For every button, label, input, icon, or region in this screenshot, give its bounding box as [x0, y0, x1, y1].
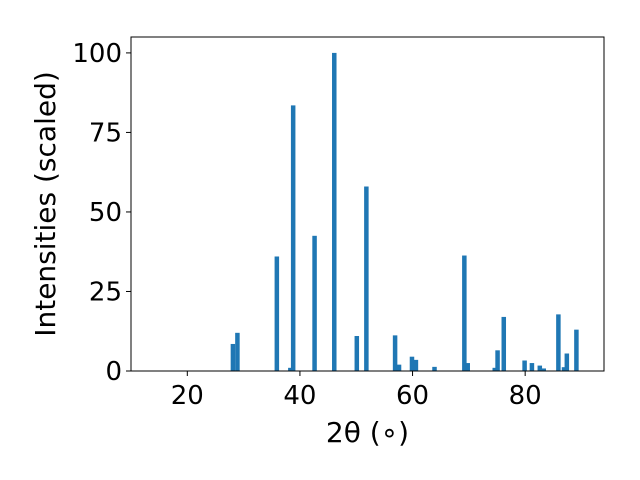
bar	[522, 360, 527, 371]
bar	[396, 364, 402, 371]
bar	[392, 335, 398, 371]
bar	[288, 367, 293, 371]
bar	[364, 186, 369, 371]
bar	[332, 52, 337, 372]
bars	[230, 52, 579, 372]
bar	[541, 368, 546, 371]
bar	[574, 329, 579, 371]
bar	[413, 359, 419, 371]
bar	[529, 363, 535, 371]
y-tick-label: 0	[105, 357, 122, 387]
bar	[409, 356, 415, 371]
x-tick-label: 60	[396, 381, 429, 411]
y-axis-label: Intensities (scaled)	[29, 71, 62, 337]
y-tick-label: 75	[89, 118, 122, 148]
x-axis-label: 2θ (∘)	[326, 416, 409, 449]
x-tick-label: 80	[509, 381, 542, 411]
y-axis: 0 25 50 75 100	[72, 39, 131, 387]
bar	[290, 105, 296, 371]
y-tick-label: 50	[89, 198, 122, 228]
bar	[235, 332, 240, 371]
x-axis: 20 40 60 80	[171, 371, 542, 411]
plot-frame	[130, 36, 605, 372]
bar	[561, 367, 567, 371]
bar	[354, 336, 360, 371]
bar	[274, 256, 280, 371]
y-tick-label: 100	[72, 39, 122, 69]
bar	[495, 350, 500, 371]
bar	[465, 363, 470, 371]
bar	[230, 343, 236, 371]
bar	[564, 353, 570, 371]
bar	[501, 316, 507, 371]
bar	[312, 235, 317, 371]
bar	[556, 314, 561, 371]
bar	[492, 367, 498, 371]
x-tick-label: 40	[283, 381, 316, 411]
bar	[432, 366, 437, 371]
x-tick-label: 20	[171, 381, 204, 411]
bar	[462, 255, 467, 371]
y-tick-label: 25	[89, 277, 122, 307]
bar	[537, 365, 543, 371]
